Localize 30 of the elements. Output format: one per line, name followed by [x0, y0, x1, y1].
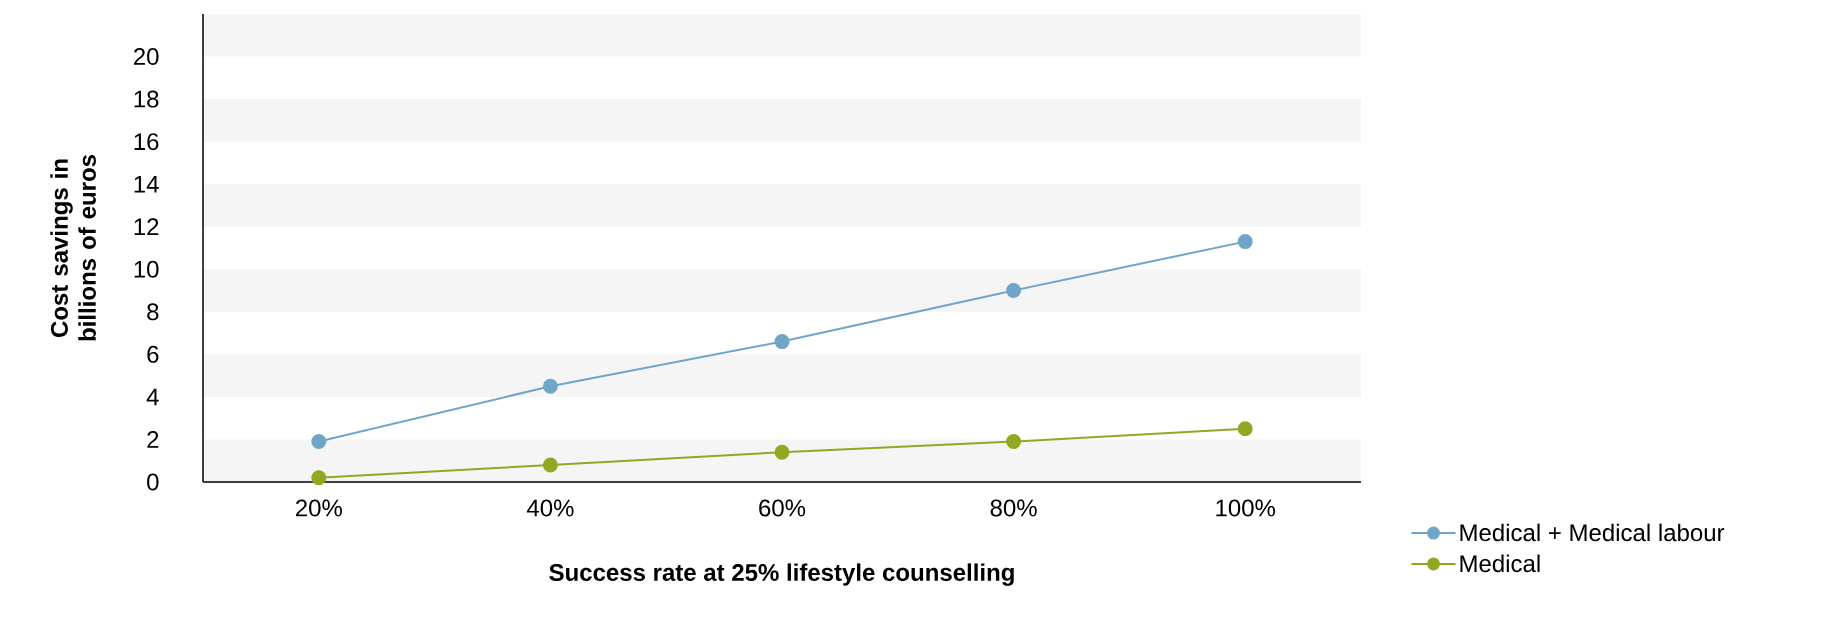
point — [542, 457, 558, 473]
point — [311, 434, 327, 450]
y-tick-label: 2 — [147, 431, 159, 448]
y-tick-label: 6 — [147, 345, 159, 363]
y-tick-label: 16 — [134, 133, 159, 151]
point — [1237, 234, 1253, 250]
point — [774, 334, 790, 350]
point — [542, 378, 558, 394]
x-tick-label: 80% — [990, 499, 1037, 517]
y-tick-label: 0 — [147, 473, 159, 491]
y-tick-label: 10 — [134, 260, 159, 278]
y-tick-label: 12 — [134, 218, 159, 236]
x-tick-label: 60% — [759, 499, 806, 517]
x-tick-label: 40% — [526, 499, 574, 517]
x-tick-label: 100% — [1216, 499, 1276, 517]
point — [1006, 283, 1022, 299]
y-tick-label: 20 — [134, 48, 159, 66]
y-tick-label: 8 — [147, 303, 159, 321]
y-tick-label: 18 — [134, 90, 159, 108]
x-tick-label: 20% — [296, 499, 342, 517]
point — [774, 444, 790, 460]
x-axis-title: Success rate at 25% lifestyle counselling — [549, 563, 1014, 586]
legend-label: Medical — [1460, 554, 1540, 573]
point — [1006, 434, 1022, 450]
y-tick-label: 14 — [134, 175, 159, 193]
point — [1237, 421, 1253, 437]
point — [311, 470, 327, 486]
y-axis-title: Cost savings in billions of euros — [50, 154, 96, 341]
y-tick-label: 4 — [146, 388, 159, 406]
legend-label: Medical + Medical labour — [1460, 523, 1725, 542]
